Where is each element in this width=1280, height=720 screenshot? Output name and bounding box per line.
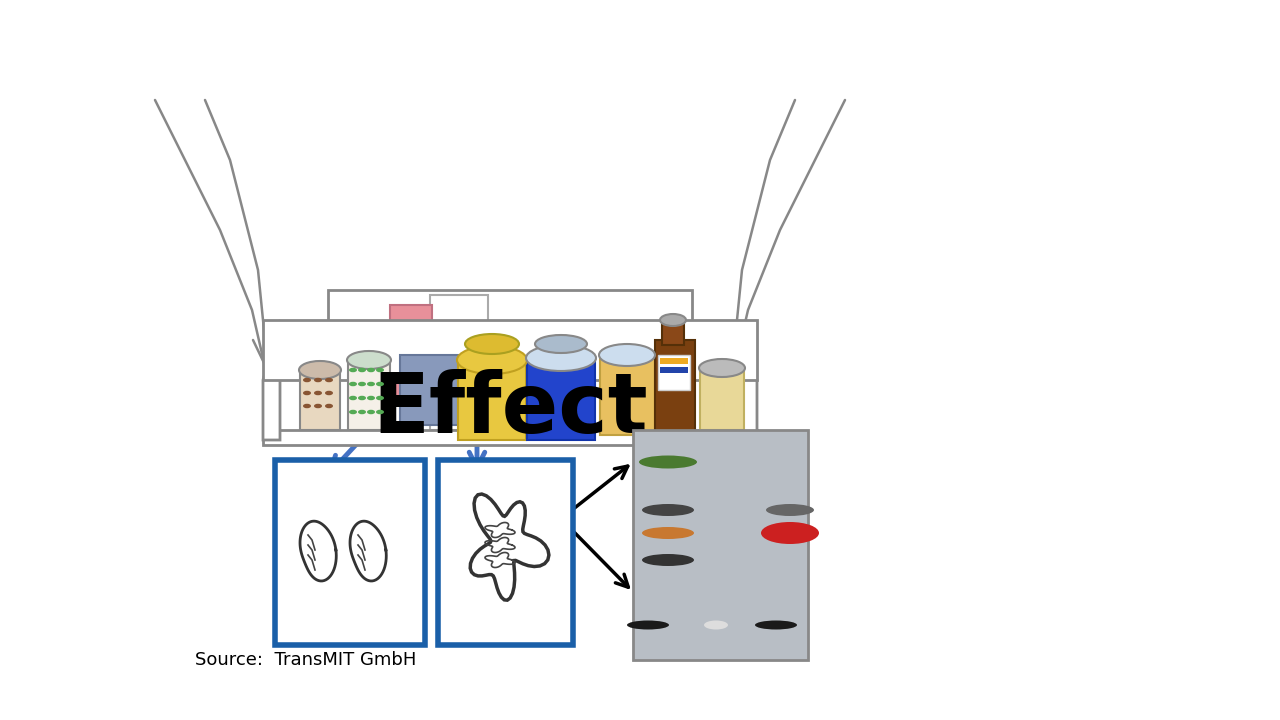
Circle shape [358,410,366,414]
Ellipse shape [300,361,340,379]
Circle shape [303,378,311,382]
Circle shape [325,378,333,382]
Circle shape [358,382,366,386]
Circle shape [349,368,357,372]
Polygon shape [470,494,549,600]
FancyBboxPatch shape [700,368,744,430]
Circle shape [303,391,311,395]
Circle shape [376,396,384,400]
Ellipse shape [457,346,527,374]
Circle shape [314,378,323,382]
Polygon shape [262,320,280,440]
Circle shape [325,404,333,408]
FancyBboxPatch shape [328,290,692,340]
FancyBboxPatch shape [600,355,655,435]
Circle shape [367,410,375,414]
FancyBboxPatch shape [348,360,390,430]
Ellipse shape [347,351,390,369]
Circle shape [349,410,357,414]
FancyBboxPatch shape [660,358,689,364]
FancyBboxPatch shape [300,370,340,430]
FancyBboxPatch shape [527,358,595,440]
Circle shape [376,410,384,414]
Text: Source:  TransMIT GmbH: Source: TransMIT GmbH [195,651,416,669]
Circle shape [376,368,384,372]
FancyBboxPatch shape [634,430,808,660]
Ellipse shape [699,359,745,377]
Circle shape [303,404,311,408]
Circle shape [367,382,375,386]
FancyBboxPatch shape [430,295,488,430]
Ellipse shape [643,504,694,516]
FancyBboxPatch shape [662,320,684,345]
FancyBboxPatch shape [658,355,690,390]
Text: Effect: Effect [372,369,648,451]
Circle shape [367,396,375,400]
Ellipse shape [765,504,814,516]
Ellipse shape [465,334,518,354]
Circle shape [349,382,357,386]
Circle shape [376,382,384,386]
FancyBboxPatch shape [438,460,573,645]
Circle shape [358,396,366,400]
Circle shape [367,368,375,372]
Circle shape [314,404,323,408]
Polygon shape [740,320,756,440]
FancyBboxPatch shape [458,360,526,440]
FancyBboxPatch shape [660,367,689,373]
Ellipse shape [755,621,797,629]
Ellipse shape [535,335,588,353]
FancyBboxPatch shape [655,340,695,440]
Ellipse shape [643,554,694,566]
Circle shape [358,368,366,372]
Ellipse shape [599,344,655,366]
Ellipse shape [762,522,819,544]
Ellipse shape [660,314,686,326]
FancyBboxPatch shape [390,305,433,405]
Circle shape [349,396,357,400]
Circle shape [314,391,323,395]
Ellipse shape [526,345,596,371]
Ellipse shape [643,527,694,539]
FancyBboxPatch shape [399,355,458,425]
FancyBboxPatch shape [262,430,756,445]
Ellipse shape [704,621,728,629]
Circle shape [325,391,333,395]
Ellipse shape [627,621,669,629]
Ellipse shape [639,456,698,469]
FancyBboxPatch shape [275,460,425,645]
FancyBboxPatch shape [262,320,756,380]
